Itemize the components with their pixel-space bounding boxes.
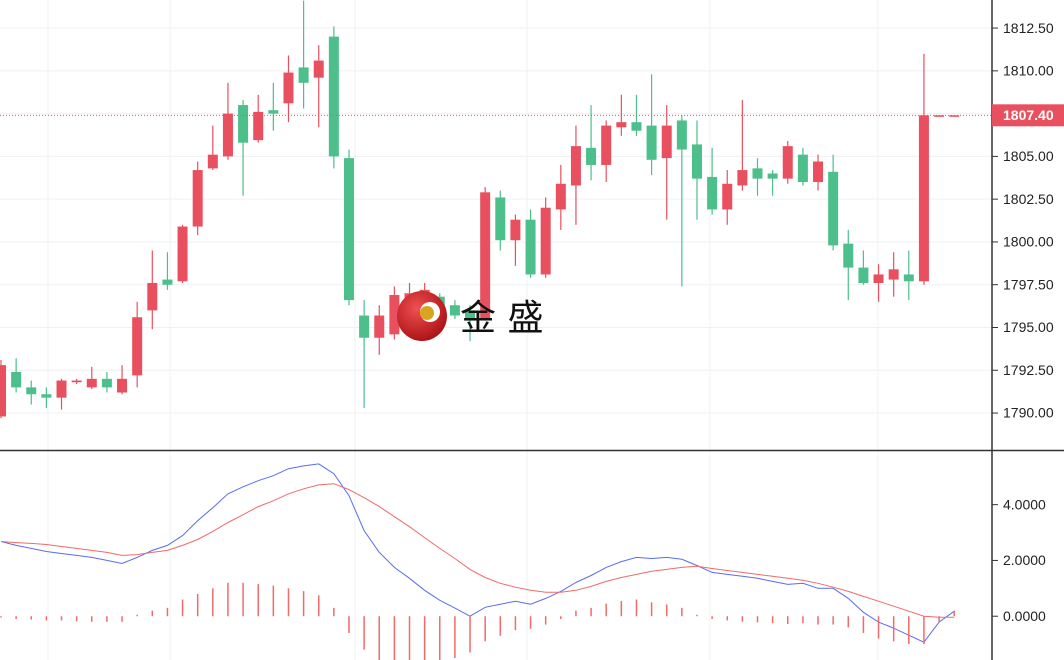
candle-body (737, 170, 748, 186)
candle-body (570, 146, 581, 186)
macd-line (0, 483, 955, 618)
axis-labels: 1790.00 1792.50 1795.00 1797.50 1800.00 1802.… (992, 20, 1064, 624)
price-panel (0, 0, 992, 419)
time-grid (47, 0, 879, 660)
candle-body (192, 170, 203, 227)
y-tick-label: 1800.00 (1003, 234, 1054, 250)
candle-body (495, 197, 506, 241)
candle-body (646, 125, 657, 160)
candle-body (132, 317, 143, 376)
candle-body (828, 171, 839, 246)
candle-body (616, 122, 627, 128)
candle-body (843, 243, 854, 268)
candle-body (934, 115, 945, 117)
candle-body (480, 192, 491, 319)
candle-body (601, 125, 612, 165)
y-tick-label: 2.0000 (1003, 552, 1046, 568)
candle-body (343, 158, 354, 301)
y-tick-label: 1812.50 (1003, 20, 1054, 36)
candle-body (858, 267, 869, 284)
candle-body (510, 219, 521, 241)
y-tick-label: 1790.00 (1003, 405, 1054, 421)
y-tick-label: 1810.00 (1003, 63, 1054, 79)
watermark-text: 金 盛 (460, 298, 543, 339)
candle-body (298, 67, 309, 83)
candle-body (328, 36, 339, 157)
y-tick-label: 1797.50 (1003, 276, 1054, 292)
candle-body (767, 173, 778, 179)
candle-body (41, 394, 52, 398)
candle-body (661, 125, 672, 159)
candle-body (873, 274, 884, 284)
candle-body (888, 269, 899, 280)
y-tick-label: 4.0000 (1003, 496, 1046, 512)
macd-panel (0, 463, 955, 660)
candle-body (374, 315, 385, 338)
y-tick-label: 1802.50 (1003, 191, 1054, 207)
candle-body (253, 111, 264, 141)
candle-body (722, 183, 733, 210)
y-tick-label: 1795.00 (1003, 319, 1054, 335)
candle-body (177, 226, 188, 282)
candle-body (797, 154, 808, 183)
candle-body (903, 274, 914, 282)
candle-body (56, 380, 67, 398)
candle-body (71, 380, 82, 383)
y-tick-label: 0.0000 (1003, 608, 1046, 624)
y-tick-label: 1792.50 (1003, 362, 1054, 378)
candle-body (449, 305, 460, 316)
grid (0, 27, 992, 414)
candle-body (813, 161, 824, 183)
candle-body (676, 120, 687, 150)
candle-body (117, 378, 128, 393)
candle-body (691, 144, 702, 179)
candle-body (707, 176, 718, 210)
candle-body (313, 60, 324, 78)
candle-body (389, 294, 400, 335)
candle-body (586, 147, 597, 165)
candle-body (101, 378, 112, 388)
candle-body (86, 378, 97, 388)
candle-body (0, 365, 6, 417)
candle-body (222, 113, 233, 157)
candle-body (525, 219, 536, 275)
candle-body (268, 110, 279, 114)
current-price-box (992, 104, 1064, 127)
candle-body (283, 72, 294, 104)
candle-body (949, 115, 960, 117)
candle-body (26, 387, 37, 395)
candle-body (11, 371, 22, 388)
candle-body (147, 283, 158, 311)
macd-line (0, 463, 955, 643)
candle-body (359, 315, 370, 338)
candle-body (207, 154, 218, 169)
candle-body (555, 183, 566, 210)
watermark: 金 盛 (397, 291, 543, 341)
candle-body (631, 122, 642, 131)
candle-body (162, 279, 173, 285)
candle-body (782, 146, 793, 179)
candle-body (918, 115, 929, 282)
candle-body (540, 207, 551, 275)
candle-body (238, 105, 249, 143)
candle-body (752, 168, 763, 179)
y-tick-label: 1805.00 (1003, 148, 1054, 164)
candle-body (465, 310, 476, 321)
current-price-label: 1807.40 (1003, 107, 1054, 123)
